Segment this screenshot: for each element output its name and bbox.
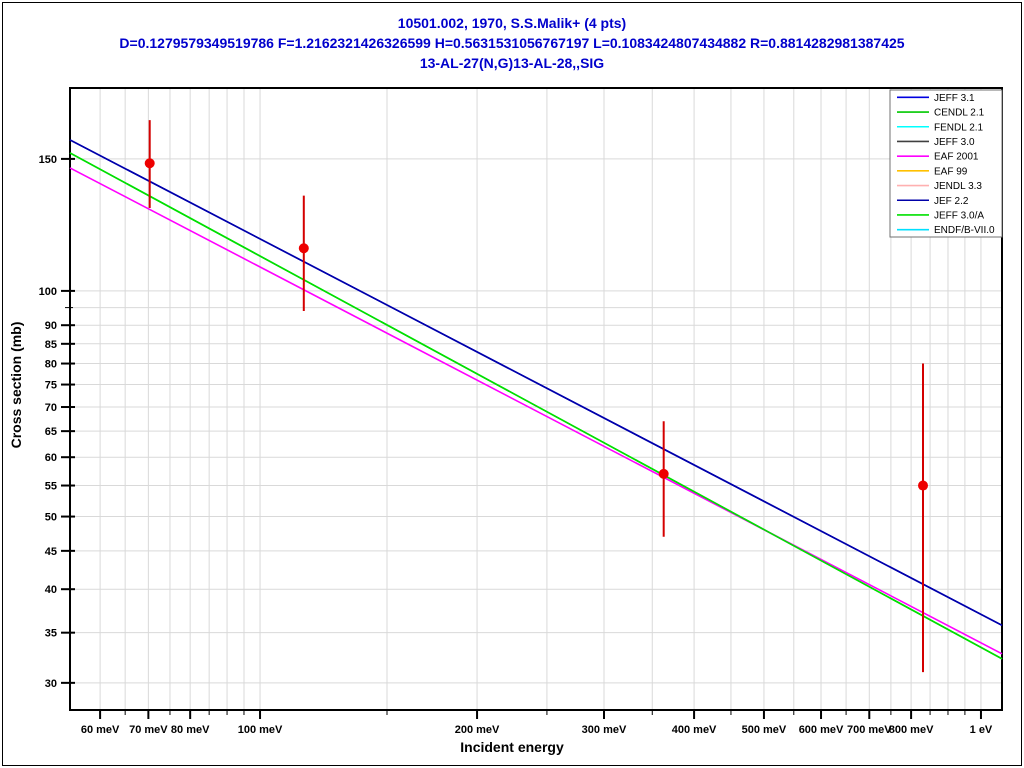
y-tick-label: 35 (45, 628, 57, 640)
y-axis-ticks (61, 157, 75, 684)
legend-label: JEFF 3.0/A (934, 210, 984, 221)
y-tick-label: 75 (45, 380, 57, 392)
legend-entry-jeff-3-1: JEFF 3.1 (897, 93, 975, 104)
legend-entry-eaf-2001: EAF 2001 (897, 152, 979, 163)
y-axis-tick-labels: 150 100 90 85 80 75 70 65 60 55 50 45 40 35 30 (39, 154, 57, 690)
x-tick-label: 400 meV (672, 724, 717, 736)
data-point (658, 468, 669, 479)
legend-entry-jendl-3-3: JENDL 3.3 (897, 181, 982, 192)
x-tick-label: 80 meV (171, 724, 210, 736)
x-tick-label: 100 meV (238, 724, 283, 736)
legend-label: ENDF/B-VII.0 (934, 225, 995, 236)
x-tick-label: 600 meV (799, 724, 844, 736)
curve-jef-2-2 (69, 139, 1003, 627)
legend-box: JEFF 3.1 CENDL 2.1 FENDL 2.1 JEFF 3.0 EAF 20… (889, 89, 1003, 238)
legend-label: EAF 99 (934, 166, 968, 177)
y-tick-label: 30 (45, 678, 57, 690)
plot-border (69, 87, 1003, 711)
y-axis-title: Cross section (mb) (8, 321, 24, 449)
chart-title-line-3: 13-AL-27(N,G)13-AL-28,,SIG (419, 55, 605, 71)
experimental-series (144, 120, 929, 673)
legend-label: JEFF 3.1 (934, 93, 975, 104)
chart-header: 10501.002, 1970, S.S.Malik+ (4 pts) D=0.… (0, 13, 1024, 73)
x-axis-ticks (99, 710, 982, 719)
gridlines (70, 88, 1002, 710)
legend-entry-jeff-3-0-a: JEFF 3.0/A (897, 210, 984, 221)
data-point (144, 158, 155, 169)
chart-title-line-2: D=0.1279579349519786 F=1.216232142632659… (119, 35, 905, 51)
legend-label: CENDL 2.1 (934, 108, 985, 119)
y-tick-label: 85 (45, 339, 57, 351)
y-tick-label: 40 (45, 584, 57, 596)
legend-label: JENDL 3.3 (934, 181, 982, 192)
legend-label: JEFF 3.0 (934, 137, 975, 148)
x-tick-label: 300 meV (582, 724, 627, 736)
legend-entry-endf-b-vii-0: ENDF/B-VII.0 (897, 225, 995, 236)
x-tick-label: 500 meV (742, 724, 787, 736)
y-tick-label: 60 (45, 452, 57, 464)
y-tick-label: 90 (45, 320, 57, 332)
y-tick-label: 80 (45, 359, 57, 371)
legend-label: EAF 2001 (934, 152, 979, 163)
x-tick-label: 200 meV (455, 724, 500, 736)
legend-entry-cendl-2-1: CENDL 2.1 (897, 108, 985, 119)
chart-title-line-1: 10501.002, 1970, S.S.Malik+ (4 pts) (397, 15, 627, 31)
legend-entry-fendl-2-1: FENDL 2.1 (897, 122, 984, 133)
evaluated-curves (69, 139, 1003, 660)
y-tick-label: 70 (45, 402, 57, 414)
data-point (298, 243, 309, 254)
y-tick-label: 150 (39, 154, 57, 166)
y-tick-label: 50 (45, 512, 57, 524)
legend-entry-eaf-99: EAF 99 (897, 166, 968, 177)
legend-entry-jef-2-2: JEF 2.2 (897, 196, 969, 207)
legend-entry-jeff-3-0: JEFF 3.0 (897, 137, 975, 148)
x-axis-tick-labels: 60 meV 70 meV 80 meV 100 meV 200 meV 300 meV 4… (81, 724, 993, 736)
y-tick-label: 100 (39, 286, 57, 298)
y-tick-label: 55 (45, 481, 57, 493)
legend-label: FENDL 2.1 (934, 122, 984, 133)
y-tick-label: 65 (45, 426, 57, 438)
legend-label: JEF 2.2 (934, 196, 969, 207)
x-tick-label: 800 meV (889, 724, 934, 736)
x-tick-label: 1 eV (970, 724, 993, 736)
x-axis-title: Incident energy (460, 739, 564, 755)
x-tick-label: 700 meV (847, 724, 892, 736)
curve-eaf-2001 (69, 167, 1003, 655)
data-point (918, 480, 929, 491)
x-tick-label: 70 meV (129, 724, 168, 736)
y-tick-label: 45 (45, 546, 57, 558)
curve-jeff-3-0-a (69, 152, 1003, 660)
x-tick-label: 60 meV (81, 724, 120, 736)
